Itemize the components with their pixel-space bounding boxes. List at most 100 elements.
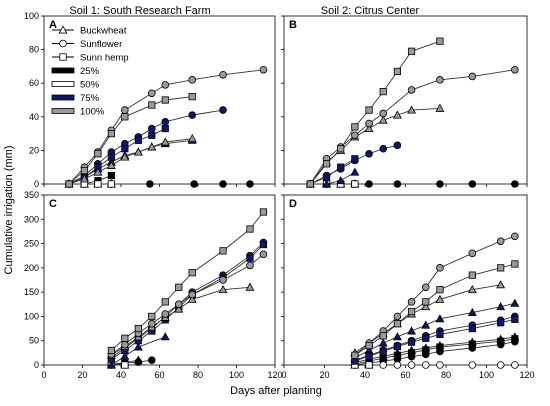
data-point <box>511 315 519 323</box>
series-line <box>354 318 515 362</box>
data-point <box>365 341 373 350</box>
data-point <box>148 131 156 139</box>
data-point <box>436 264 444 272</box>
data-point <box>496 361 505 369</box>
panel-label: C <box>49 198 57 210</box>
data-point <box>511 65 519 74</box>
data-point <box>219 247 227 255</box>
series-triangle-75pct <box>322 167 360 188</box>
data-point <box>350 167 360 176</box>
x-tick-label: 40 <box>116 370 126 380</box>
x-tick-label: 60 <box>154 370 164 380</box>
series-square-100pct <box>65 93 196 188</box>
data-point <box>161 298 169 306</box>
data-point <box>107 346 115 355</box>
data-point <box>259 65 268 74</box>
data-point <box>436 330 444 339</box>
data-point <box>148 101 156 109</box>
series-line <box>354 336 515 364</box>
data-point <box>190 180 198 188</box>
data-point <box>219 180 227 188</box>
data-point <box>468 180 477 188</box>
x-tick-label: 0 <box>281 370 286 380</box>
y-tick-label: 0 <box>34 179 39 189</box>
legend-swatch <box>51 81 75 87</box>
legend-label: 50% <box>80 80 100 91</box>
data-point <box>435 103 445 112</box>
data-point <box>106 360 116 369</box>
data-point <box>436 361 444 369</box>
data-point <box>107 129 115 138</box>
data-point <box>188 111 197 119</box>
data-point <box>379 347 387 356</box>
data-point <box>94 180 102 188</box>
data-point <box>120 351 130 360</box>
data-point <box>467 285 477 294</box>
data-point <box>121 361 129 369</box>
x-tick-label: 120 <box>519 370 534 380</box>
data-point <box>121 145 129 153</box>
panel-label: D <box>289 198 297 210</box>
data-point <box>407 86 416 94</box>
series-line <box>68 69 264 185</box>
data-point <box>379 109 388 118</box>
data-point <box>379 144 388 153</box>
data-point <box>511 232 519 241</box>
y-tick-label: 0 <box>34 360 39 370</box>
legend-label: 25% <box>80 66 100 77</box>
data-point <box>187 294 197 303</box>
data-point <box>146 180 154 188</box>
legend-item-sunflower: Sunflower <box>52 39 122 50</box>
data-point <box>407 326 417 335</box>
series-line <box>68 109 224 185</box>
data-point <box>407 47 416 55</box>
series-line <box>354 341 515 366</box>
data-point <box>188 93 196 101</box>
legend: Buckwheat Sunflower Sunn hemp 25% 50% 75% 100% <box>51 25 129 118</box>
data-point <box>392 332 402 341</box>
data-point <box>393 67 402 76</box>
data-point <box>148 312 156 321</box>
data-point <box>79 174 89 183</box>
data-point <box>148 124 156 133</box>
legend-item-25pct: 25% <box>51 66 100 77</box>
data-point <box>365 119 373 128</box>
data-point <box>468 72 477 81</box>
panel-d: D 0 20 40 60 80 100 120 <box>281 194 535 380</box>
data-point <box>259 250 268 259</box>
data-point <box>219 276 227 284</box>
data-point <box>422 346 430 354</box>
legend-swatch <box>51 67 75 74</box>
data-point <box>468 249 477 258</box>
data-point <box>188 269 196 277</box>
data-point <box>379 354 387 362</box>
data-point <box>436 76 444 84</box>
data-point <box>497 319 505 327</box>
legend-label: 75% <box>80 93 100 104</box>
data-point <box>121 334 129 342</box>
y-tick-label: 20 <box>29 145 39 155</box>
legend-label: Sunn hemp <box>80 53 129 64</box>
data-point <box>468 271 476 279</box>
data-point <box>337 163 345 171</box>
panel-frame <box>283 194 528 366</box>
data-point <box>422 334 430 342</box>
x-tick-label: 80 <box>193 370 203 380</box>
data-point <box>497 264 505 272</box>
data-point <box>148 319 156 328</box>
data-point <box>364 123 374 133</box>
data-point <box>510 298 520 307</box>
data-point <box>467 307 477 316</box>
series-circle-50pct <box>351 361 519 369</box>
data-point <box>306 180 314 188</box>
y-axis-label: Cumulative irrigation (mm) <box>3 146 15 275</box>
data-point <box>120 152 130 161</box>
x-tick-label: 40 <box>360 370 370 380</box>
data-point <box>148 89 156 98</box>
data-point <box>106 160 116 169</box>
y-tick-label: 300 <box>24 214 39 224</box>
y-tick-label: 50 <box>29 336 39 346</box>
